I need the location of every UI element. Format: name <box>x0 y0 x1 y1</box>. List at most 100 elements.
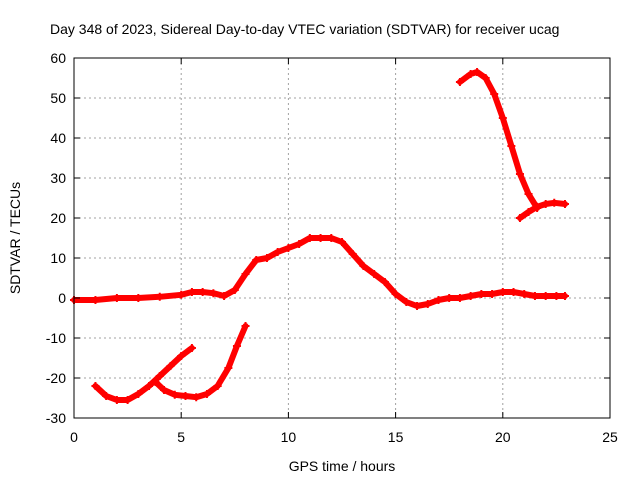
series-line <box>92 345 195 403</box>
y-tick-label: 50 <box>50 90 66 106</box>
data-point <box>348 250 357 258</box>
data-point <box>413 302 422 310</box>
x-tick-label: 0 <box>70 429 78 445</box>
data-point <box>232 342 241 350</box>
data-point <box>515 170 524 178</box>
data-point <box>560 200 569 208</box>
data-point <box>198 288 207 296</box>
series-upper-trace-2 <box>515 198 569 222</box>
data-point <box>498 288 507 296</box>
y-tick-label: 60 <box>50 50 66 66</box>
x-axis-label: GPS time / hours <box>289 458 396 474</box>
data-point <box>123 396 132 404</box>
data-point <box>466 70 475 78</box>
data-point <box>473 68 482 76</box>
data-point <box>507 142 516 150</box>
data-point <box>273 248 282 256</box>
data-point <box>524 190 533 198</box>
data-point <box>177 290 186 299</box>
y-tick-label: 20 <box>50 210 66 226</box>
data-point <box>295 240 304 248</box>
series-upper-trace-1 <box>455 68 542 212</box>
y-tick-label: 40 <box>50 130 66 146</box>
data-point <box>170 390 179 399</box>
data-point <box>520 290 529 298</box>
y-axis-label: SDTVAR / TECUs <box>7 182 23 294</box>
data-point <box>155 292 164 301</box>
data-point <box>370 270 379 278</box>
data-point <box>488 290 497 298</box>
plot-frame <box>73 57 611 419</box>
data-point <box>241 322 250 330</box>
data-point <box>134 294 143 302</box>
data-point <box>455 78 464 86</box>
data-point <box>202 390 211 398</box>
data-point <box>91 296 100 304</box>
data-point <box>402 298 411 306</box>
data-point <box>134 390 143 398</box>
data-point <box>498 114 507 122</box>
data-point <box>380 278 389 286</box>
y-tick-label: -30 <box>46 410 66 426</box>
data-point <box>434 296 443 304</box>
data-point <box>445 294 454 302</box>
data-point <box>181 392 190 400</box>
data-point <box>177 352 186 360</box>
data-point <box>466 292 475 300</box>
y-tick-label: -10 <box>46 330 66 346</box>
series-lower-trace-1 <box>91 344 196 404</box>
data-point <box>560 292 569 300</box>
data-point <box>145 382 154 390</box>
x-tick-label: 20 <box>495 429 511 445</box>
data-point <box>423 300 432 308</box>
data-point <box>533 202 542 211</box>
data-point <box>155 372 164 380</box>
data-point <box>316 234 325 242</box>
series-line <box>456 69 541 211</box>
data-point <box>166 362 175 370</box>
data-point <box>187 344 196 352</box>
data-point <box>524 208 533 216</box>
series-layer <box>70 68 569 404</box>
data-point <box>262 254 271 262</box>
series-line <box>517 199 568 221</box>
data-point <box>192 393 201 402</box>
data-point <box>481 74 490 82</box>
data-point <box>151 378 160 386</box>
y-tick-label: 10 <box>50 250 66 266</box>
series-lower-trace-2 <box>151 322 250 402</box>
series-main-trace <box>70 234 569 310</box>
data-point <box>509 288 518 296</box>
data-point <box>541 292 550 300</box>
x-tick-label: 25 <box>602 429 618 445</box>
series-line <box>152 323 249 401</box>
chart-title: Day 348 of 2023, Sidereal Day-to-day VTE… <box>50 21 559 37</box>
data-point <box>305 234 314 242</box>
data-point <box>91 382 100 390</box>
y-tick-label: -20 <box>46 370 66 386</box>
y-tick-label: 30 <box>50 170 66 186</box>
data-point <box>327 234 336 242</box>
data-point <box>160 386 169 394</box>
data-point <box>391 290 400 298</box>
x-axis-ticks: 0 5 10 15 20 25 <box>70 58 618 445</box>
data-point <box>455 294 464 302</box>
data-point <box>515 214 524 222</box>
data-point <box>112 294 121 302</box>
data-point <box>541 200 550 208</box>
data-point <box>220 292 229 300</box>
data-point <box>102 392 111 400</box>
data-point <box>187 288 196 296</box>
data-point <box>552 292 561 300</box>
data-point <box>490 90 499 98</box>
data-point <box>284 244 293 252</box>
data-point <box>224 364 233 372</box>
x-tick-label: 5 <box>177 429 185 445</box>
x-tick-label: 15 <box>388 429 404 445</box>
y-tick-label: 0 <box>58 290 66 306</box>
data-point <box>338 238 346 246</box>
data-point <box>252 256 261 264</box>
data-point <box>213 382 222 390</box>
data-point <box>530 292 539 300</box>
